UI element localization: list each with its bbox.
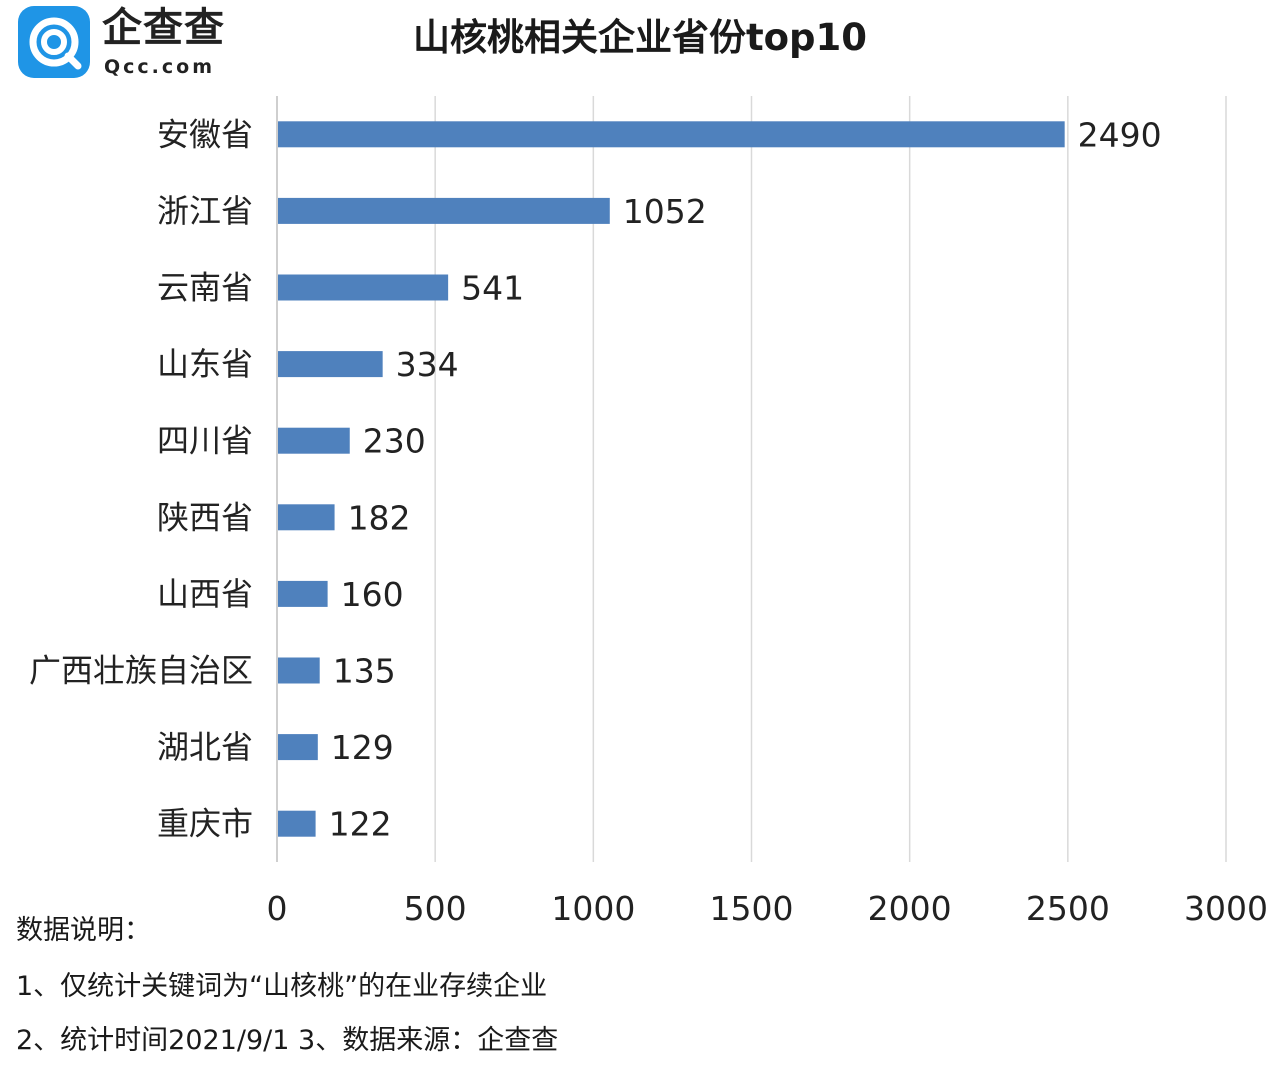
x-tick-label: 2000 [868,889,952,928]
bar [278,580,328,607]
category-label: 陕西省 [157,498,253,536]
logo-domain: Qcc.com [104,56,216,78]
labels: 安徽省 2490 浙江省 1052 云南省 541 山东省 334 四川省 230 陕西省 182 山西… [29,115,1162,843]
x-tick-label: 1000 [551,889,635,928]
data-label: 122 [329,805,392,844]
data-label: 129 [331,728,394,767]
x-tick-label: 500 [404,889,467,928]
data-label: 334 [396,345,459,384]
bar-chart: 0 500 1000 1500 2000 2500 3000 安徽省 2490 浙江省 1052 云… [29,96,1268,928]
axis: 0 500 1000 1500 2000 2500 3000 [267,96,1268,928]
data-label: 541 [461,269,524,308]
category-label: 湖北省 [157,728,253,766]
category-label: 山东省 [157,345,253,383]
x-tick-label: 1500 [710,889,794,928]
category-label: 广西壮族自治区 [29,652,253,690]
x-tick-label: 3000 [1184,889,1268,928]
category-label: 四川省 [157,422,253,460]
data-label: 135 [333,652,396,691]
bar [278,121,1065,148]
bar [278,274,449,301]
bar [278,351,383,378]
bar [278,657,320,684]
qcc-logo: 企查查 Qcc.com [18,6,248,82]
x-tick-label: 0 [267,889,288,928]
x-tick-label: 2500 [1026,889,1110,928]
data-label: 160 [341,575,404,614]
data-label: 230 [363,422,426,461]
bar [278,427,350,454]
data-label: 182 [348,498,411,537]
category-label: 浙江省 [157,192,253,230]
notes-heading: 数据说明： [16,915,151,946]
chart-title: 山核桃相关企业省份top10 [412,16,868,59]
category-label: 重庆市 [157,805,253,843]
category-label: 山西省 [157,575,253,613]
notes-line-1: 1、仅统计关键词为“山核桃”的在业存续企业 [16,971,548,1002]
data-label: 2490 [1078,115,1162,154]
bars [278,121,1065,837]
qcc-logo-badge-icon [18,6,90,78]
category-label: 云南省 [157,269,253,307]
data-label: 1052 [623,192,707,231]
notes-line-2: 2、统计时间2021/9/1 3、数据来源：企查查 [16,1025,559,1056]
bar [278,734,318,761]
bar [278,504,335,531]
bar [278,810,316,837]
bar [278,197,610,224]
logo-name: 企查查 [102,5,225,51]
category-label: 安徽省 [157,115,253,153]
